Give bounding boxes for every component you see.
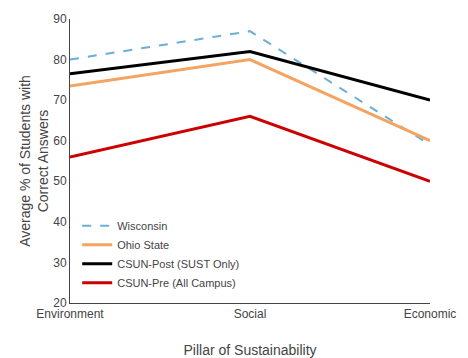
svg-text:90: 90 <box>53 12 67 26</box>
svg-text:Environment: Environment <box>36 307 104 321</box>
svg-text:CSUN-Post (SUST Only): CSUN-Post (SUST Only) <box>117 258 239 270</box>
svg-text:Ohio State: Ohio State <box>117 239 169 251</box>
svg-text:50: 50 <box>53 174 67 188</box>
svg-text:20: 20 <box>53 296 67 310</box>
svg-text:Average % of Students withCorr: Average % of Students withCorrect Answer… <box>17 75 51 247</box>
svg-text:Social: Social <box>234 307 267 321</box>
svg-text:70: 70 <box>53 93 67 107</box>
svg-text:CSUN-Pre (All Campus): CSUN-Pre (All Campus) <box>117 277 236 289</box>
svg-text:60: 60 <box>53 134 67 148</box>
svg-text:30: 30 <box>53 256 67 270</box>
svg-text:Pillar of Sustainability: Pillar of Sustainability <box>183 342 316 358</box>
svg-text:Wisconsin: Wisconsin <box>117 220 167 232</box>
svg-text:80: 80 <box>53 53 67 67</box>
svg-text:Economic: Economic <box>404 307 457 321</box>
svg-text:40: 40 <box>53 215 67 229</box>
